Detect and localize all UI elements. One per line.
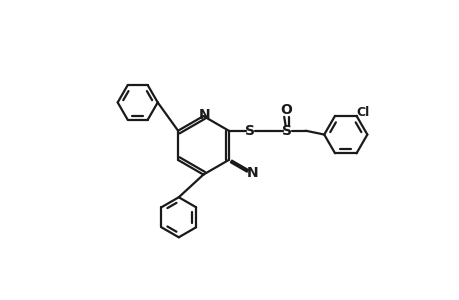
Text: S: S <box>282 124 291 138</box>
Text: O: O <box>280 103 292 117</box>
Text: N: N <box>198 108 210 122</box>
Text: N: N <box>246 167 257 180</box>
Text: S: S <box>245 124 255 138</box>
Text: Cl: Cl <box>355 106 369 118</box>
